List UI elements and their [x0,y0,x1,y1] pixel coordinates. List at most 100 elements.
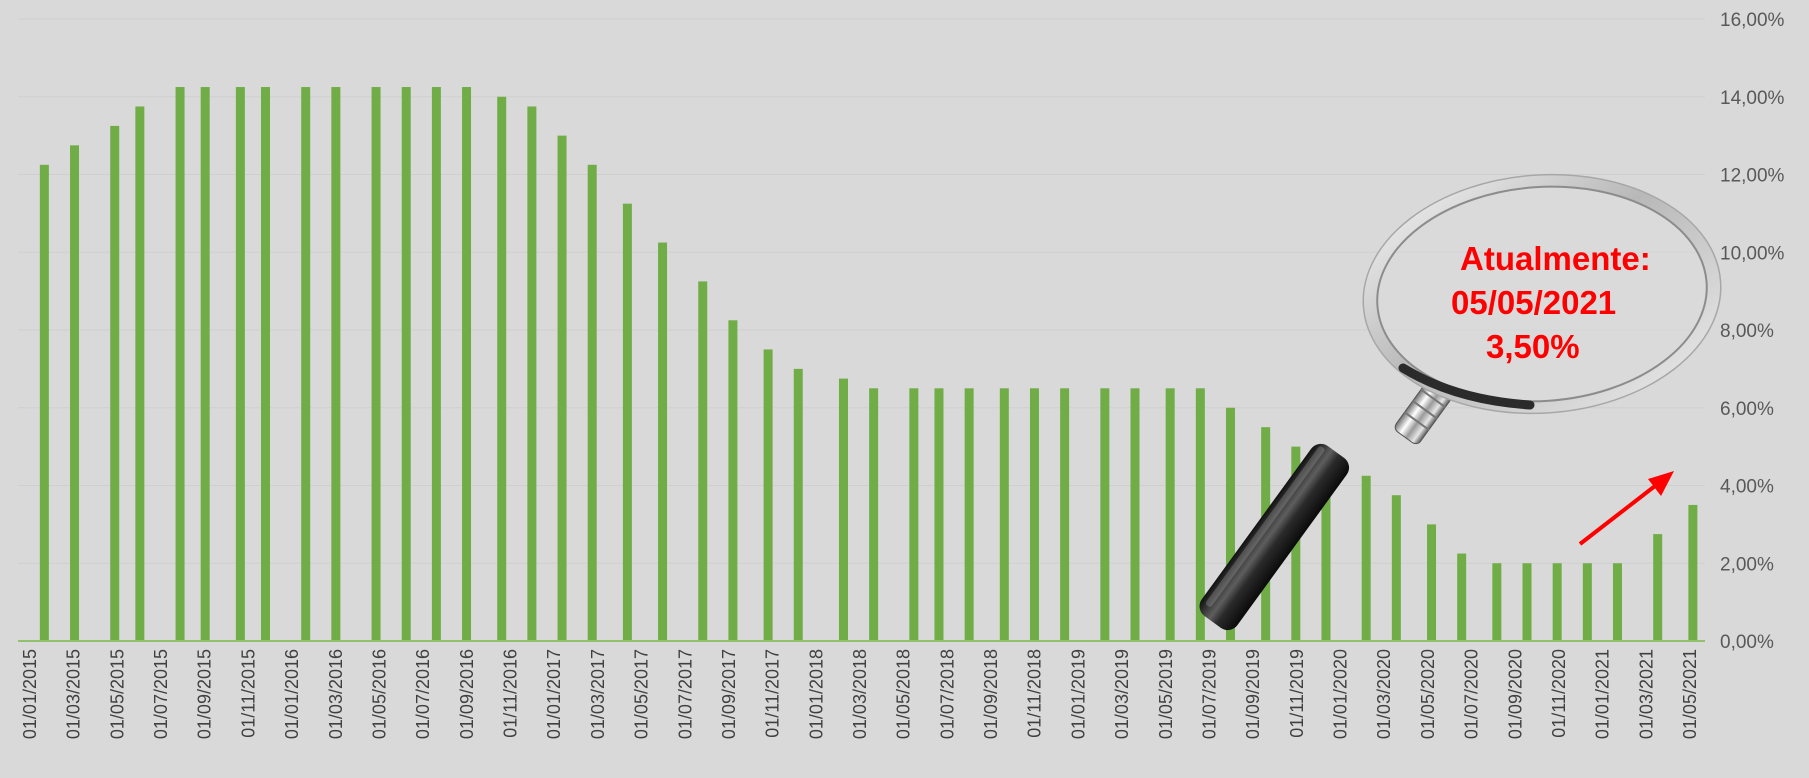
bar [869,388,879,641]
y-tick-label: 6,00% [1720,399,1774,420]
callout-date: 05/05/2021 [1451,284,1616,321]
x-tick-label: 01/05/2015 [107,649,127,739]
bar [497,96,507,641]
bar [1100,388,1110,641]
x-tick-label: 01/11/2015 [238,649,258,738]
x-tick-label: 01/09/2015 [195,649,215,739]
bar [557,135,567,641]
bar [1457,553,1467,641]
trend-up-arrow-icon [1578,471,1674,546]
bar [622,203,632,641]
x-tick-label: 01/03/2017 [588,649,608,739]
bar [838,378,848,641]
bar [70,145,80,641]
bar [1165,388,1175,641]
bar [1321,466,1331,641]
bar [301,87,311,641]
bar [331,87,341,641]
x-tick-label: 01/03/2021 [1636,649,1656,739]
bar [235,87,245,641]
x-tick-label: 01/05/2020 [1418,649,1438,739]
bar [200,87,210,641]
bar [1688,504,1698,641]
x-tick-label: 01/03/2018 [850,649,870,739]
x-tick-label: 01/01/2020 [1331,649,1351,739]
bar [658,242,668,641]
bar [1195,388,1205,641]
x-tick-label: 01/07/2020 [1462,649,1482,739]
bar [1522,563,1532,641]
bar [1582,563,1592,641]
y-tick-label: 0,00% [1720,632,1774,653]
bar [110,125,120,641]
bar [964,388,974,641]
x-axis-ticks: 01/01/2015 01/03/2015 01/05/2015 01/07/2015… [20,649,1700,739]
x-tick-label: 01/09/2017 [719,649,739,739]
x-tick-label: 01/11/2017 [763,649,783,738]
bar [763,349,773,641]
bar [1427,524,1437,641]
x-tick-label: 01/01/2015 [20,649,40,739]
x-tick-label: 01/05/2019 [1156,649,1176,739]
bar [999,388,1009,641]
x-tick-label: 01/05/2016 [369,649,389,739]
bar [371,87,381,641]
bar [135,106,145,641]
x-tick-label: 01/11/2016 [501,649,521,738]
bar [462,87,472,641]
bar [1492,563,1502,641]
bar [1130,388,1140,641]
x-tick-label: 01/07/2017 [675,649,695,739]
y-tick-label: 12,00% [1720,166,1785,187]
y-tick-label: 8,00% [1720,321,1774,342]
x-tick-label: 01/11/2018 [1025,649,1045,738]
x-tick-label: 01/11/2019 [1287,649,1307,738]
x-tick-label: 01/03/2015 [64,649,84,739]
bar [1225,407,1235,641]
bar [934,388,944,641]
x-tick-label: 01/01/2019 [1068,649,1088,739]
y-tick-label: 4,00% [1720,477,1774,498]
y-axis-ticks: 0,00% 2,00% 4,00% 6,00% 8,00% 10,00% 12,00% 14,… [1720,10,1785,653]
bar [1612,563,1622,641]
y-tick-label: 14,00% [1720,88,1785,109]
bar [1361,475,1371,641]
bars [18,87,1705,642]
bar [1391,495,1401,641]
x-tick-label: 01/05/2017 [632,649,652,739]
x-tick-label: 01/01/2016 [282,649,302,739]
bar [909,388,919,641]
x-tick-label: 01/11/2020 [1549,649,1569,738]
bar [431,87,441,641]
x-tick-label: 01/09/2016 [457,649,477,739]
x-tick-label: 01/03/2020 [1374,649,1394,739]
bar [1552,563,1562,641]
x-tick-label: 01/05/2021 [1680,649,1700,739]
bar [1029,388,1039,641]
x-tick-label: 01/01/2018 [806,649,826,739]
bar [698,281,708,641]
x-tick-label: 01/07/2018 [937,649,957,739]
callout-rate: 3,50% [1486,328,1580,365]
bar [175,87,185,641]
x-tick-label: 01/07/2015 [151,649,171,739]
callout-label: Atualmente: [1460,240,1651,277]
bar [1060,388,1070,641]
x-tick-label: 01/09/2019 [1243,649,1263,739]
x-tick-label: 01/05/2018 [894,649,914,739]
y-tick-label: 2,00% [1720,554,1774,575]
x-tick-label: 01/07/2016 [413,649,433,739]
bar [587,164,597,641]
x-tick-label: 01/09/2018 [981,649,1001,739]
gridlines [18,18,1705,564]
x-tick-label: 01/03/2016 [326,649,346,739]
bar [261,87,271,641]
bar [401,87,411,641]
x-tick-label: 01/01/2017 [544,649,564,739]
magnifying-glass-icon [1199,173,1722,631]
x-tick-label: 01/03/2019 [1112,649,1132,739]
bar [39,164,49,641]
bar [728,320,738,641]
bar [527,106,537,641]
